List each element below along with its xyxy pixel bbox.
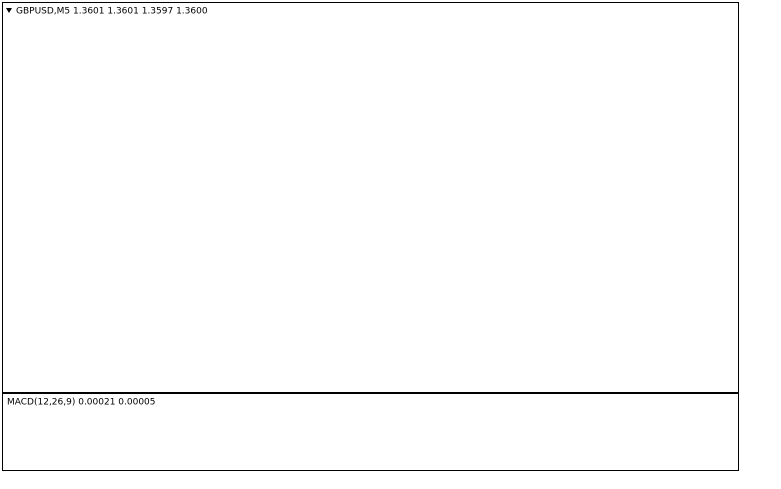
price-frame <box>2 2 739 393</box>
price-title: GBPUSD,M5 1.3601 1.3601 1.3597 1.3600 <box>16 7 208 17</box>
macd-frame <box>2 393 739 471</box>
macd-title: MACD(12,26,9) 0.00021 0.00005 <box>7 398 156 408</box>
collapse-icon <box>6 8 12 13</box>
